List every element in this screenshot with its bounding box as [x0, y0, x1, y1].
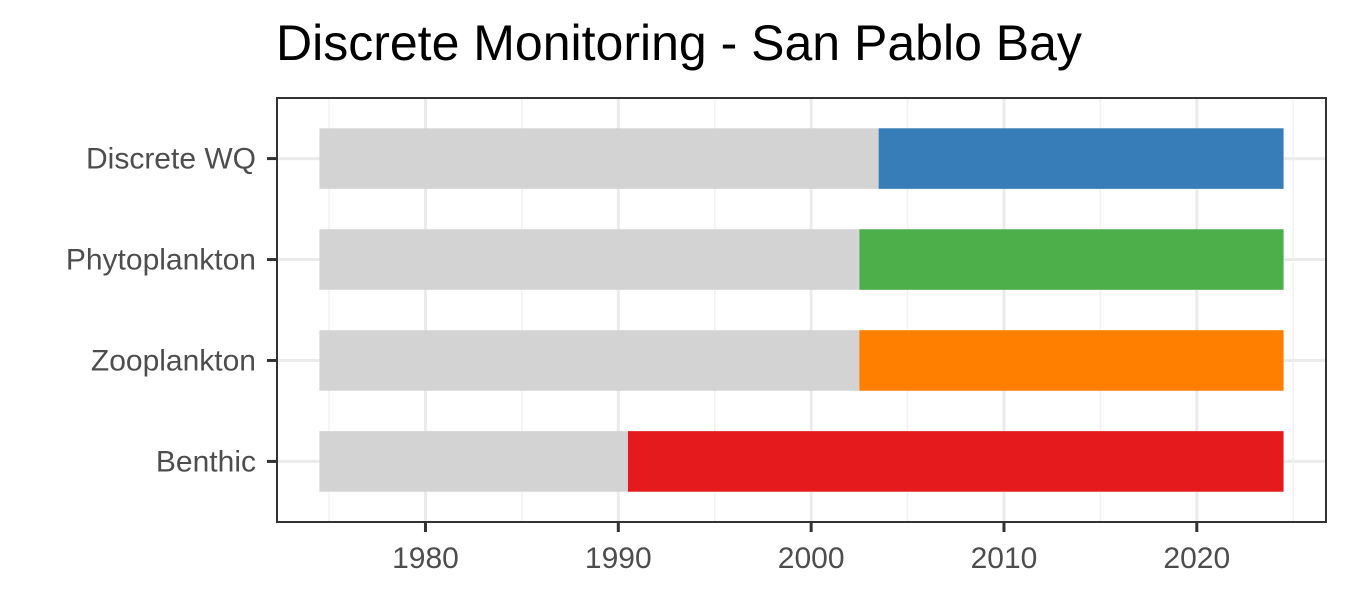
bar-segment-highlight	[878, 128, 1284, 189]
x-tick-label: 2010	[971, 542, 1038, 575]
bar-segment-base	[319, 431, 628, 492]
bar-segment-highlight	[859, 229, 1284, 290]
x-tick-label: 2020	[1163, 542, 1230, 575]
plot-border	[276, 97, 1327, 523]
bar-segment-base	[319, 330, 860, 391]
bar-segment-highlight	[627, 431, 1284, 492]
bar-segment-highlight	[859, 330, 1284, 391]
y-tick-label: Zooplankton	[91, 344, 256, 377]
y-tick-label: Benthic	[156, 445, 256, 478]
bar-segment-base	[319, 128, 879, 189]
bar-segment-base	[319, 229, 860, 290]
y-tick-label: Phytoplankton	[66, 244, 256, 277]
y-tick-label: Discrete WQ	[86, 143, 256, 176]
x-tick-label: 1990	[585, 542, 652, 575]
x-tick-label: 2000	[778, 542, 845, 575]
chart-title: Discrete Monitoring - San Pablo Bay	[276, 15, 1082, 71]
x-tick-label: 1980	[392, 542, 459, 575]
